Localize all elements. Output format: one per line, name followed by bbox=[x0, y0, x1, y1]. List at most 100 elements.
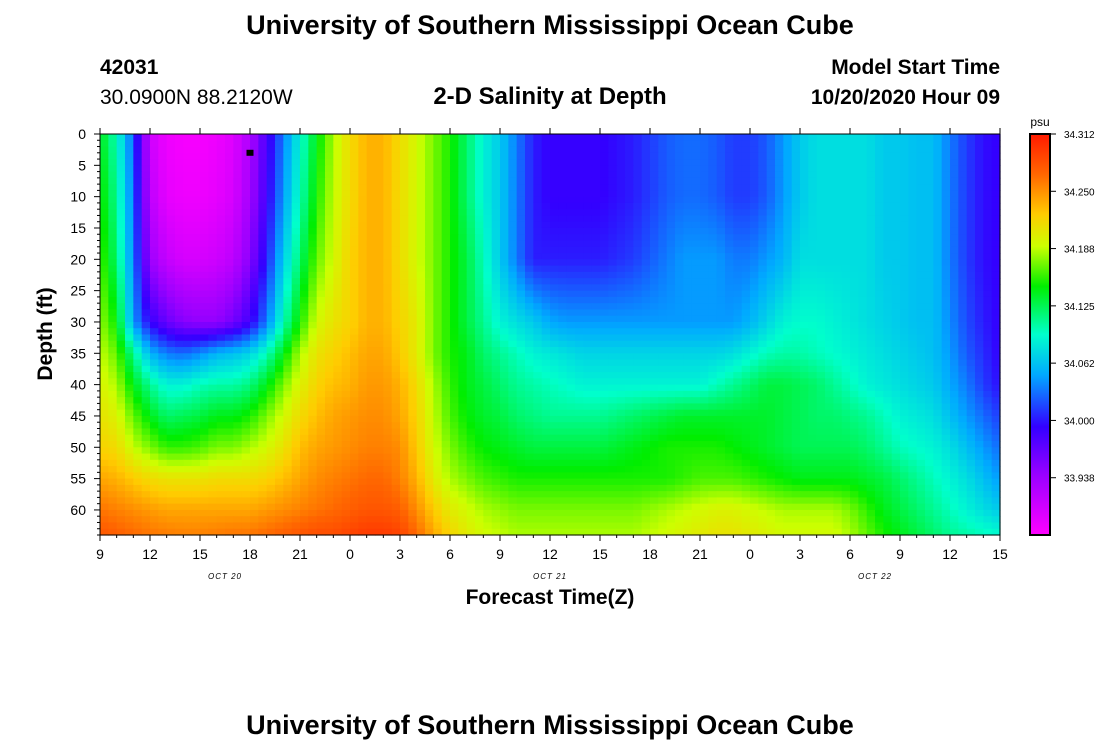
heatmap-cell bbox=[825, 321, 834, 329]
heatmap-cell bbox=[241, 246, 251, 254]
heatmap-cell bbox=[833, 278, 843, 285]
heatmap-cell bbox=[150, 303, 159, 311]
heatmap-cell bbox=[766, 372, 776, 379]
heatmap-cell bbox=[683, 165, 693, 173]
heatmap-cell bbox=[566, 409, 576, 417]
heatmap-cell bbox=[766, 309, 776, 317]
heatmap-cell bbox=[891, 309, 901, 317]
heatmap-cell bbox=[450, 253, 459, 260]
heatmap-cell bbox=[241, 134, 251, 141]
heatmap-cell bbox=[366, 403, 376, 411]
heatmap-cell bbox=[508, 403, 518, 411]
heatmap-cell bbox=[525, 290, 534, 298]
heatmap-cell bbox=[425, 240, 434, 248]
heatmap-cell bbox=[708, 397, 718, 405]
heatmap-cell bbox=[191, 309, 201, 317]
heatmap-cell bbox=[950, 378, 959, 386]
heatmap-cell bbox=[925, 315, 934, 323]
heatmap-cell bbox=[208, 196, 218, 204]
heatmap-cell bbox=[366, 278, 376, 285]
heatmap-cell bbox=[333, 372, 343, 379]
heatmap-cell bbox=[491, 347, 501, 354]
heatmap-cell bbox=[416, 190, 426, 198]
heatmap-cell bbox=[875, 152, 884, 160]
heatmap-cell bbox=[258, 296, 268, 304]
heatmap-cell bbox=[291, 347, 301, 354]
heatmap-cell bbox=[675, 265, 684, 273]
heatmap-cell bbox=[575, 159, 584, 166]
heatmap-cell bbox=[783, 359, 793, 367]
heatmap-cell bbox=[450, 190, 459, 198]
heatmap-cell bbox=[358, 146, 368, 154]
heatmap-cell bbox=[383, 303, 393, 311]
heatmap-cell bbox=[658, 409, 668, 417]
heatmap-cell bbox=[116, 397, 126, 405]
heatmap-cell bbox=[400, 353, 409, 361]
heatmap-cell bbox=[250, 309, 259, 317]
heatmap-cell bbox=[641, 259, 651, 267]
heatmap-cell bbox=[383, 152, 393, 160]
heatmap-cell bbox=[650, 384, 659, 392]
heatmap-cell bbox=[400, 259, 409, 267]
heatmap-cell bbox=[433, 390, 443, 398]
heatmap-cell bbox=[758, 340, 768, 348]
heatmap-cell bbox=[550, 403, 559, 411]
heatmap-cell bbox=[600, 390, 609, 398]
heatmap-cell bbox=[791, 347, 801, 354]
heatmap-cell bbox=[508, 171, 518, 179]
heatmap-cell bbox=[891, 265, 901, 273]
heatmap-cell bbox=[608, 296, 618, 304]
heatmap-cell bbox=[850, 353, 859, 361]
heatmap-cell bbox=[316, 240, 326, 248]
heatmap-cell bbox=[275, 171, 284, 179]
heatmap-cell bbox=[250, 347, 259, 354]
heatmap-cell bbox=[850, 271, 859, 279]
heatmap-cell bbox=[883, 340, 893, 348]
heatmap-cell bbox=[383, 140, 393, 148]
heatmap-cell bbox=[591, 253, 601, 260]
heatmap-cell bbox=[791, 171, 801, 179]
heatmap-cell bbox=[916, 177, 926, 185]
heatmap-cell bbox=[900, 409, 909, 417]
heatmap-cell bbox=[358, 409, 368, 417]
heatmap-cell bbox=[808, 353, 818, 361]
heatmap-cell bbox=[525, 372, 534, 379]
heatmap-cell bbox=[866, 347, 876, 354]
heatmap-cell bbox=[958, 234, 968, 242]
heatmap-cell bbox=[616, 240, 626, 248]
heatmap-cell bbox=[233, 271, 243, 279]
heatmap-cell bbox=[683, 359, 693, 367]
heatmap-cell bbox=[591, 271, 601, 279]
heatmap-cell bbox=[775, 165, 784, 173]
heatmap-cell bbox=[100, 278, 109, 285]
heatmap-cell bbox=[391, 315, 401, 323]
heatmap-cell bbox=[208, 290, 218, 298]
heatmap-cell bbox=[700, 240, 709, 248]
heatmap-cell bbox=[933, 227, 943, 235]
heatmap-cell bbox=[275, 315, 284, 323]
heatmap-cell bbox=[108, 265, 118, 273]
heatmap-cell bbox=[858, 215, 868, 223]
heatmap-cell bbox=[466, 415, 476, 423]
heatmap-cell bbox=[741, 328, 751, 336]
heatmap-cell bbox=[766, 259, 776, 267]
heatmap-cell bbox=[425, 390, 434, 398]
heatmap-cell bbox=[125, 246, 134, 254]
heatmap-cell bbox=[358, 347, 368, 354]
heatmap-cell bbox=[491, 140, 501, 148]
heatmap-cell bbox=[416, 309, 426, 317]
heatmap-cell bbox=[450, 296, 459, 304]
heatmap-cell bbox=[733, 165, 743, 173]
heatmap-cell bbox=[400, 415, 409, 423]
heatmap-cell bbox=[608, 209, 618, 217]
heatmap-cell bbox=[766, 146, 776, 154]
heatmap-cell bbox=[408, 296, 418, 304]
heatmap-cell bbox=[741, 390, 751, 398]
heatmap-cell bbox=[191, 190, 201, 198]
heatmap-cell bbox=[633, 290, 643, 298]
heatmap-cell bbox=[508, 240, 518, 248]
heatmap-cell bbox=[400, 184, 409, 191]
heatmap-cell bbox=[900, 372, 909, 379]
heatmap-cell bbox=[841, 165, 851, 173]
heatmap-cell bbox=[375, 309, 384, 317]
